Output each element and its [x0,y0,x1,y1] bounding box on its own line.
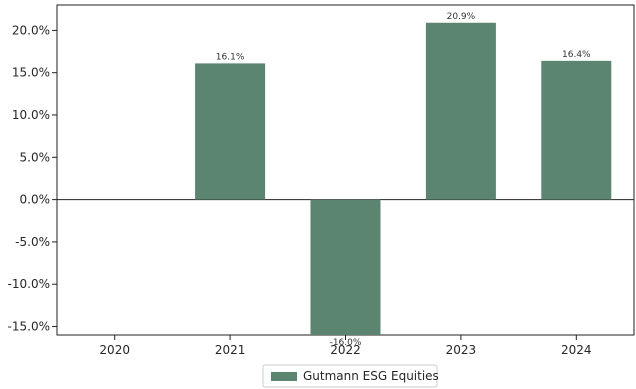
y-tick-label: 5.0% [20,150,51,164]
bar-2024 [541,60,612,200]
data-label-2024: 16.4% [562,50,591,60]
y-tick-label: 10.0% [12,108,50,122]
legend-label: Gutmann ESG Equities [303,369,439,383]
x-tick-label: 2021 [215,343,246,357]
legend-box [262,364,438,388]
y-tick-label: 20.0% [12,23,50,37]
y-tick-label: -15.0% [8,320,50,334]
x-tick-label: 2024 [561,343,592,357]
x-tick-label: 2022 [330,343,361,357]
y-tick-label: -10.0% [8,277,50,291]
x-tick-label: 2020 [99,343,130,357]
y-tick-label: 15.0% [12,66,50,80]
data-label-2021: 16.1% [216,52,245,62]
legend-swatch [271,372,297,381]
y-tick-label: 0.0% [20,193,51,207]
data-label-2023: 20.9% [447,12,476,22]
bar-2021 [195,63,266,200]
legend: Gutmann ESG Equities [262,364,439,388]
bar-2022 [310,199,381,335]
data-label-2022: -16.0% [330,338,362,348]
plot-area: -15.0% -10.0% -5.0% 0.0% 5.0% 10.0% 15.0% 20.0%… [8,4,635,357]
y-tick-label: -5.0% [15,235,50,249]
bar-2023 [425,22,496,200]
x-tick-label: 2023 [446,343,477,357]
